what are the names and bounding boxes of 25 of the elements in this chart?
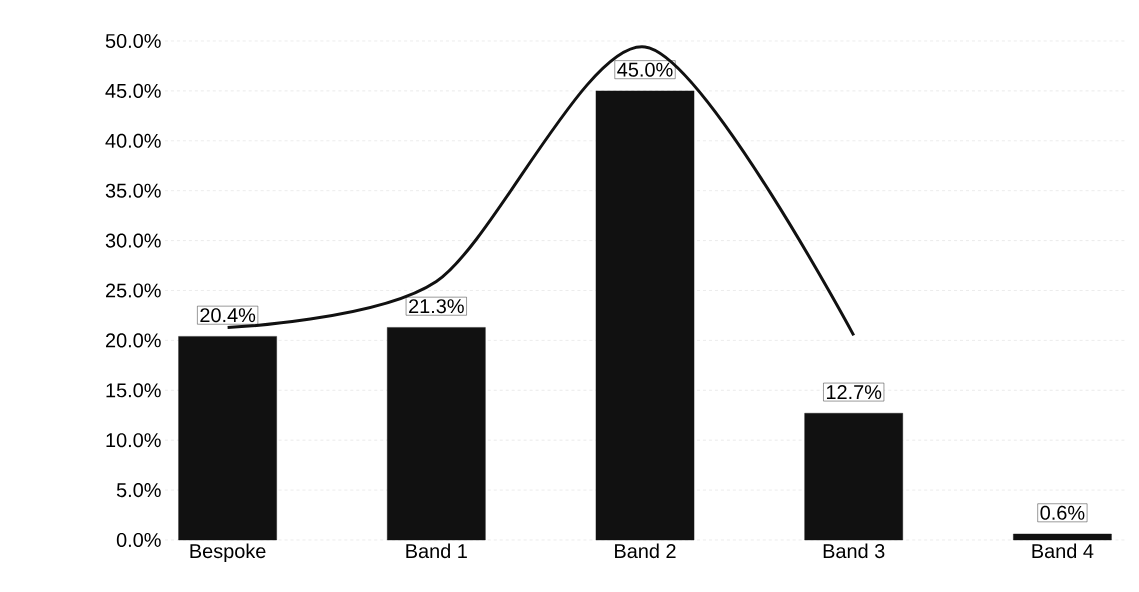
y-tick-label: 20.0% (105, 333, 161, 348)
x-tick-label: Band 1 (406, 543, 467, 559)
y-tick-label: 50.0% (105, 33, 161, 49)
x-tick-label: Band 4 (1032, 543, 1094, 559)
bar (1013, 533, 1112, 541)
data-label: 12.7% (826, 385, 882, 400)
y-tick-label: 40.0% (105, 133, 161, 148)
y-tick-label: 35.0% (105, 183, 161, 198)
data-label: 0.6% (1040, 505, 1085, 520)
x-tick-label: Band 2 (615, 543, 676, 559)
x-tick-label: Band 3 (823, 543, 885, 559)
y-tick-label: 5.0% (116, 483, 161, 498)
y-tick-label: 0.0% (116, 532, 161, 548)
y-tick-label: 10.0% (106, 433, 161, 448)
y-tick-label: 15.0% (106, 383, 161, 398)
y-tick-label: 45.0% (105, 83, 161, 98)
y-tick-label: 25.0% (105, 283, 161, 298)
y-tick-label: 30.0% (105, 233, 161, 248)
x-tick-label: Bespoke (190, 543, 266, 563)
data-label: 21.3% (409, 299, 464, 314)
data-label: 20.4% (200, 308, 256, 323)
bar (804, 413, 903, 541)
bar (178, 336, 277, 541)
bar (387, 327, 486, 541)
data-label: 45.0% (617, 62, 673, 77)
